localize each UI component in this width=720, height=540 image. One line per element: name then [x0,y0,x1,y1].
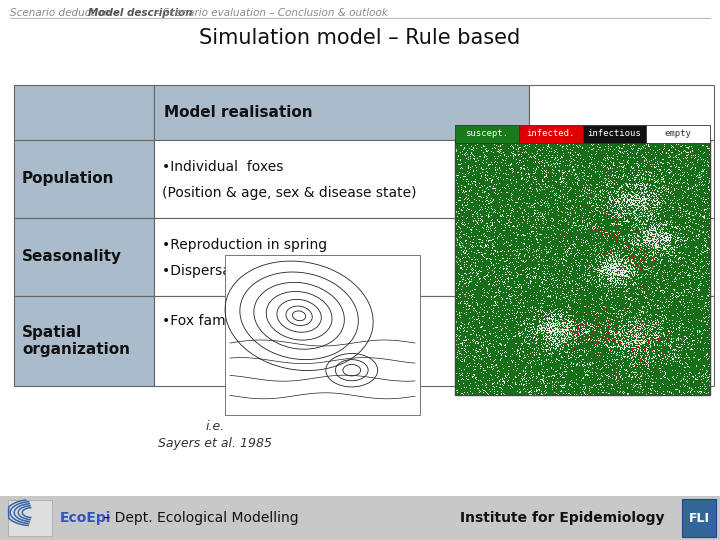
Bar [14,140,154,218]
Bar [529,140,714,218]
Bar [154,296,529,386]
Text: Model description: Model description [88,8,193,18]
Text: FLI: FLI [688,511,709,524]
Text: infected.: infected. [526,130,575,138]
Text: infectious: infectious [588,130,642,138]
Bar [14,218,154,296]
Bar [529,85,714,140]
Bar [529,218,714,296]
Text: Spatial
organization: Spatial organization [22,325,130,357]
Text: (Position & age, sex & disease state): (Position & age, sex & disease state) [162,186,416,200]
Bar [647,125,710,143]
Text: Population: Population [22,172,114,186]
Bar [154,218,529,296]
Bar [14,85,154,140]
Text: – Scenario evaluation – Conclusion & outlook: – Scenario evaluation – Conclusion & out… [151,8,388,18]
Text: •Dispersal in autumn: •Dispersal in autumn [162,264,310,278]
Bar [154,85,529,140]
Text: EcoEpi: EcoEpi [60,511,112,525]
Text: •Individual  foxes: •Individual foxes [162,160,284,174]
Text: •Fox families in grid cells: •Fox families in grid cells [162,314,337,328]
Text: i.e.
Sayers et al. 1985: i.e. Sayers et al. 1985 [158,420,272,450]
Text: suscept.: suscept. [465,130,508,138]
Bar [582,125,647,143]
Text: Model realisation: Model realisation [164,105,312,120]
Bar [154,140,529,218]
Bar [455,125,518,143]
Bar [518,125,582,143]
Text: Scenario deduction –: Scenario deduction – [10,8,122,18]
Text: Seasonality: Seasonality [22,249,122,265]
Bar [682,499,716,537]
Bar [8,500,52,536]
Text: •Reproduction in spring: •Reproduction in spring [162,238,327,252]
Bar [529,296,714,386]
Bar [0,496,720,540]
Bar [455,140,710,395]
Text: empty: empty [665,130,692,138]
Text: – Dept. Ecological Modelling: – Dept. Ecological Modelling [99,511,299,525]
Text: Simulation model – Rule based: Simulation model – Rule based [199,28,521,48]
Text: Institute for Epidemiology: Institute for Epidemiology [460,511,665,525]
Bar [225,255,420,415]
Bar [14,296,154,386]
